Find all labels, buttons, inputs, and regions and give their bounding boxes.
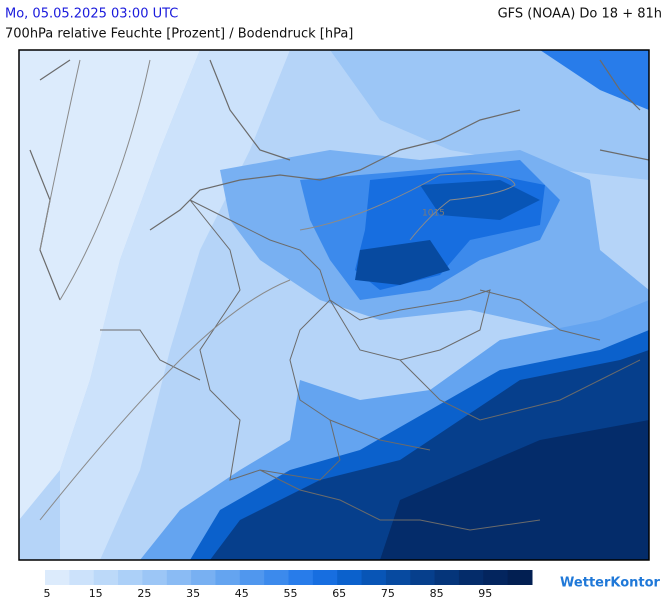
legend-label: 5: [44, 587, 51, 600]
legend-swatch: [507, 570, 533, 585]
legend-swatch: [361, 570, 387, 585]
map: 1015: [18, 49, 650, 561]
legend-swatch: [385, 570, 411, 585]
legend-label: 85: [430, 587, 444, 600]
legend-swatch: [410, 570, 436, 585]
legend-swatch: [337, 570, 363, 585]
legend-swatch: [118, 570, 143, 585]
legend-label: 55: [284, 587, 298, 600]
legend-swatch: [458, 570, 484, 585]
legend-swatch: [288, 570, 314, 585]
legend-swatch: [93, 570, 119, 585]
title: Mo, 05.05.2025 03:00 UTC: [5, 7, 178, 22]
legend-label: 35: [186, 587, 200, 600]
isobar-label: 1015: [422, 209, 445, 219]
subtitle: 700hPa relative Feuchte [Prozent] / Bode…: [5, 27, 353, 42]
legend-label: 75: [381, 587, 395, 600]
legend-swatch: [69, 570, 95, 585]
legend-swatch: [483, 570, 509, 585]
legend-swatch: [239, 570, 265, 585]
legend-label: 95: [478, 587, 492, 600]
legend-label: 45: [235, 587, 249, 600]
legend-swatch: [191, 570, 216, 585]
legend-swatch: [434, 570, 460, 585]
legend-swatch: [45, 570, 70, 585]
map-frame: [18, 49, 650, 561]
brand: WetterKontor: [560, 576, 661, 591]
legend-label: 15: [89, 587, 103, 600]
legend-label: 25: [137, 587, 151, 600]
legend-swatch: [264, 570, 289, 585]
legend: 5 15 25 35 45 55 65 75 85 95: [44, 570, 533, 600]
legend-swatch: [142, 570, 168, 585]
model-run: GFS (NOAA) Do 18 + 81h: [498, 7, 662, 22]
legend-swatch: [312, 570, 338, 585]
legend-label: 65: [332, 587, 346, 600]
legend-swatch: [166, 570, 192, 585]
legend-swatch: [215, 570, 241, 585]
